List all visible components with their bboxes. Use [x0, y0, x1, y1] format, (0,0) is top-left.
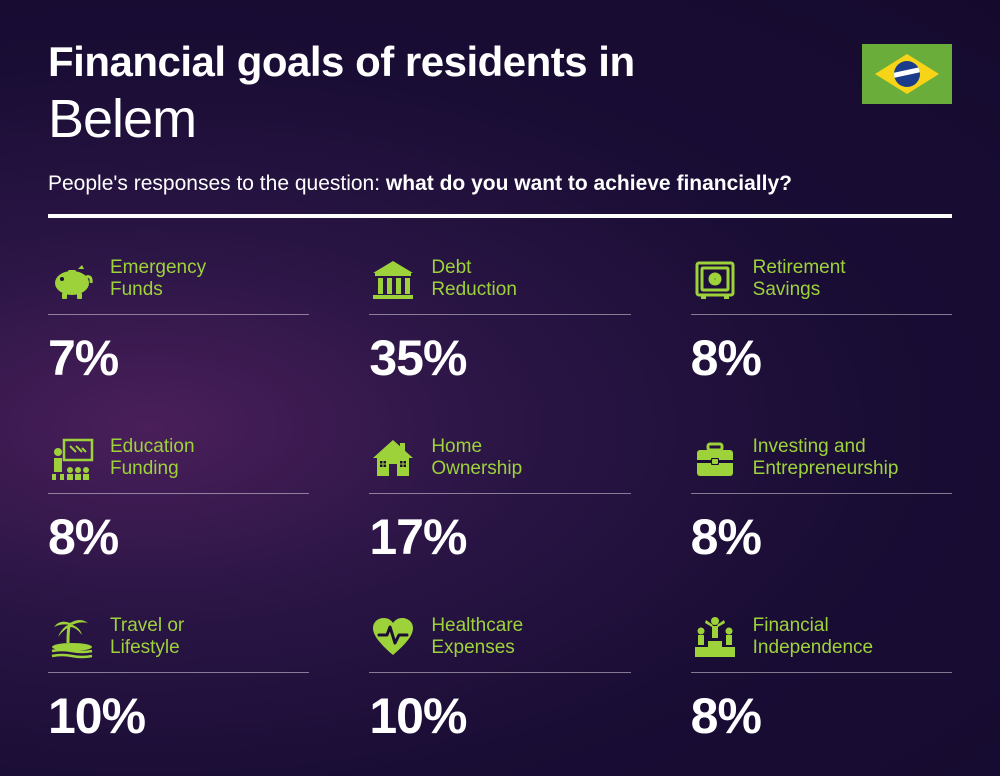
label-l2: Lifestyle	[110, 637, 180, 658]
briefcase-icon	[691, 434, 739, 482]
item-label: Debt Reduction	[431, 257, 517, 303]
item-divider	[48, 493, 309, 494]
item-divider	[48, 314, 309, 315]
item-label: Financial Independence	[753, 615, 873, 661]
item-financial-independence: Financial Independence 8%	[691, 612, 952, 745]
label-l2: Savings	[753, 279, 821, 300]
item-head: Home Ownership	[369, 433, 630, 483]
label-l2: Expenses	[431, 637, 514, 658]
header-divider	[48, 214, 952, 218]
item-label: Home Ownership	[431, 436, 522, 482]
item-divider	[691, 493, 952, 494]
item-investing: Investing and Entrepreneurship 8%	[691, 433, 952, 566]
flag-diamond	[875, 54, 939, 94]
label-l1: Debt	[431, 257, 471, 278]
item-divider	[369, 314, 630, 315]
item-head: Financial Independence	[691, 612, 952, 662]
label-l1: Investing and	[753, 436, 866, 457]
label-l2: Independence	[753, 637, 873, 658]
label-l1: Healthcare	[431, 615, 523, 636]
item-divider	[691, 672, 952, 673]
label-l2: Entrepreneurship	[753, 458, 899, 479]
item-head: Retirement Savings	[691, 254, 952, 304]
label-l2: Funds	[110, 279, 163, 300]
flag-band	[894, 66, 920, 78]
item-travel-lifestyle: Travel or Lifestyle 10%	[48, 612, 309, 745]
item-label: Education Funding	[110, 436, 195, 482]
item-home-ownership: Home Ownership 17%	[369, 433, 630, 566]
item-pct: 17%	[369, 508, 630, 566]
subtitle-bold: what do you want to achieve financially?	[386, 172, 792, 195]
bank-icon	[369, 255, 417, 303]
item-head: Emergency Funds	[48, 254, 309, 304]
subtitle: People's responses to the question: what…	[48, 172, 952, 196]
house-icon	[369, 434, 417, 482]
label-l1: Retirement	[753, 257, 846, 278]
item-head: Investing and Entrepreneurship	[691, 433, 952, 483]
label-l1: Travel or	[110, 615, 184, 636]
piggy-bank-icon	[48, 255, 96, 303]
item-pct: 7%	[48, 329, 309, 387]
podium-icon	[691, 613, 739, 661]
label-l2: Reduction	[431, 279, 517, 300]
item-pct: 8%	[691, 329, 952, 387]
item-pct: 10%	[369, 687, 630, 745]
item-label: Emergency Funds	[110, 257, 206, 303]
label-l1: Emergency	[110, 257, 206, 278]
item-pct: 8%	[691, 508, 952, 566]
palm-icon	[48, 613, 96, 661]
item-divider	[691, 314, 952, 315]
item-divider	[369, 672, 630, 673]
label-l1: Home	[431, 436, 482, 457]
item-education-funding: Education Funding 8%	[48, 433, 309, 566]
item-label: Travel or Lifestyle	[110, 615, 184, 661]
label-l1: Financial	[753, 615, 829, 636]
item-divider	[48, 672, 309, 673]
item-divider	[369, 493, 630, 494]
item-label: Retirement Savings	[753, 257, 846, 303]
label-l2: Funding	[110, 458, 179, 479]
item-pct: 8%	[48, 508, 309, 566]
flag-brazil	[862, 44, 952, 104]
title-line1: Financial goals of residents in	[48, 38, 952, 86]
items-grid: Emergency Funds 7% Debt Reduction 35% Re…	[48, 254, 952, 745]
item-head: Debt Reduction	[369, 254, 630, 304]
item-healthcare: Healthcare Expenses 10%	[369, 612, 630, 745]
item-emergency-funds: Emergency Funds 7%	[48, 254, 309, 387]
item-pct: 8%	[691, 687, 952, 745]
item-retirement-savings: Retirement Savings 8%	[691, 254, 952, 387]
safe-icon	[691, 255, 739, 303]
label-l1: Education	[110, 436, 195, 457]
education-icon	[48, 434, 96, 482]
item-label: Healthcare Expenses	[431, 615, 523, 661]
heart-pulse-icon	[369, 613, 417, 661]
label-l2: Ownership	[431, 458, 522, 479]
header: Financial goals of residents in Belem Pe…	[48, 38, 952, 218]
subtitle-prefix: People's responses to the question:	[48, 172, 386, 195]
flag-circle	[894, 61, 920, 87]
item-label: Investing and Entrepreneurship	[753, 436, 899, 482]
item-head: Travel or Lifestyle	[48, 612, 309, 662]
item-head: Education Funding	[48, 433, 309, 483]
title-city: Belem	[48, 88, 952, 150]
item-pct: 35%	[369, 329, 630, 387]
item-pct: 10%	[48, 687, 309, 745]
item-debt-reduction: Debt Reduction 35%	[369, 254, 630, 387]
item-head: Healthcare Expenses	[369, 612, 630, 662]
